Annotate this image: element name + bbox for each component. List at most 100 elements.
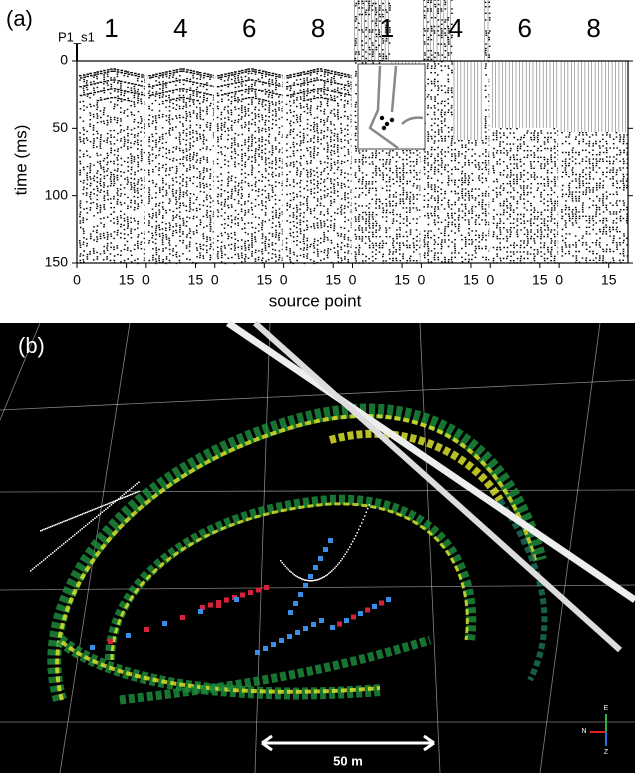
source-point — [263, 646, 268, 651]
group-label: 8 — [586, 13, 600, 43]
source-point — [293, 601, 298, 606]
volume-panel: (b) 50 m E N Z — [0, 320, 635, 773]
source-point — [311, 622, 316, 627]
y-tick-label: 50 — [52, 119, 68, 135]
reflection-band — [497, 498, 548, 682]
source-point — [351, 614, 356, 620]
reflection-band — [55, 414, 537, 701]
source-point — [303, 626, 308, 631]
tunnel-tube — [226, 320, 635, 603]
x-tick-label: 15 — [119, 272, 135, 288]
x-tick-label: 0 — [349, 272, 357, 288]
scale-bar-label: 50 m — [333, 753, 363, 768]
reflection-band — [47, 403, 547, 703]
grid-line — [419, 322, 441, 773]
y-tick-label: 100 — [45, 186, 69, 202]
source-point — [162, 621, 167, 626]
x-tick-label: 15 — [257, 272, 273, 288]
source-point — [318, 556, 323, 561]
source-point — [144, 627, 149, 632]
source-point — [240, 592, 245, 598]
reflection-band — [60, 640, 381, 694]
source-point — [344, 618, 349, 623]
tunnel-tube — [252, 320, 623, 653]
source-point — [216, 600, 221, 605]
trace-samples — [79, 68, 148, 265]
source-point — [216, 603, 221, 608]
grid-line — [539, 322, 601, 773]
grid-line — [0, 322, 41, 421]
y-axis-label: time (ms) — [11, 125, 30, 196]
panel-label: (a) — [6, 6, 33, 31]
x-tick-label: 0 — [555, 272, 563, 288]
axis-label: N — [581, 728, 586, 735]
axis-label: E — [604, 705, 609, 712]
x-tick-label: 0 — [73, 272, 81, 288]
inset-point — [389, 117, 395, 123]
trace-samples — [561, 132, 629, 264]
source-point — [323, 547, 328, 552]
source-point — [319, 618, 324, 623]
source-point — [365, 607, 370, 613]
x-tick-label: 15 — [463, 272, 479, 288]
source-point — [337, 621, 342, 627]
source-point — [224, 597, 229, 603]
x-tick-label: 15 — [532, 272, 548, 288]
axis-label: Z — [604, 749, 609, 756]
source-point — [372, 604, 377, 609]
source-point — [313, 565, 318, 570]
source-point — [248, 590, 253, 595]
x-tick-label: 15 — [394, 272, 410, 288]
inset-point — [381, 125, 387, 131]
inset-roads — [368, 65, 424, 150]
source-point — [298, 592, 303, 597]
inset-point — [379, 115, 385, 121]
source-point — [358, 611, 363, 616]
reflection-band — [119, 635, 432, 705]
group-label: 6 — [242, 13, 256, 43]
source-point — [264, 585, 269, 590]
y-tick-label: 0 — [60, 52, 68, 68]
source-point — [308, 574, 313, 579]
source-point — [279, 638, 284, 643]
grid-line — [0, 489, 635, 493]
inset-point — [384, 121, 390, 127]
trace-lines — [492, 61, 558, 128]
reflection-band — [110, 502, 469, 661]
source-point — [303, 583, 308, 588]
trace-samples — [147, 68, 216, 265]
group-label: 8 — [311, 13, 325, 43]
source-point — [328, 538, 333, 543]
source-point — [256, 587, 261, 593]
source-point — [90, 645, 95, 650]
x-tick-label: 15 — [325, 272, 341, 288]
source-point — [255, 650, 260, 655]
grid-line — [0, 379, 635, 411]
source-point — [108, 639, 113, 644]
source-point — [295, 630, 300, 635]
source-point — [200, 605, 205, 610]
x-axis-label: source point — [269, 291, 362, 310]
grid-line — [0, 584, 635, 591]
x-tick-label: 0 — [142, 272, 150, 288]
panel-label: (b) — [18, 333, 45, 358]
group-label: 4 — [449, 13, 463, 43]
source-point — [386, 597, 391, 602]
group-label: 6 — [517, 13, 531, 43]
x-tick-label: 0 — [486, 272, 494, 288]
source-point — [180, 615, 185, 620]
source-point — [234, 597, 239, 602]
scale-bar — [261, 734, 435, 752]
grid-line — [59, 322, 131, 773]
profile-label: P1_s1 — [58, 29, 95, 44]
source-point — [198, 609, 203, 614]
reflection-band — [328, 429, 504, 503]
trace-samples — [285, 68, 354, 265]
x-tick-label: 15 — [188, 272, 204, 288]
y-tick-label: 150 — [45, 254, 69, 270]
x-tick-label: 0 — [417, 272, 425, 288]
trace-lines — [560, 61, 626, 132]
